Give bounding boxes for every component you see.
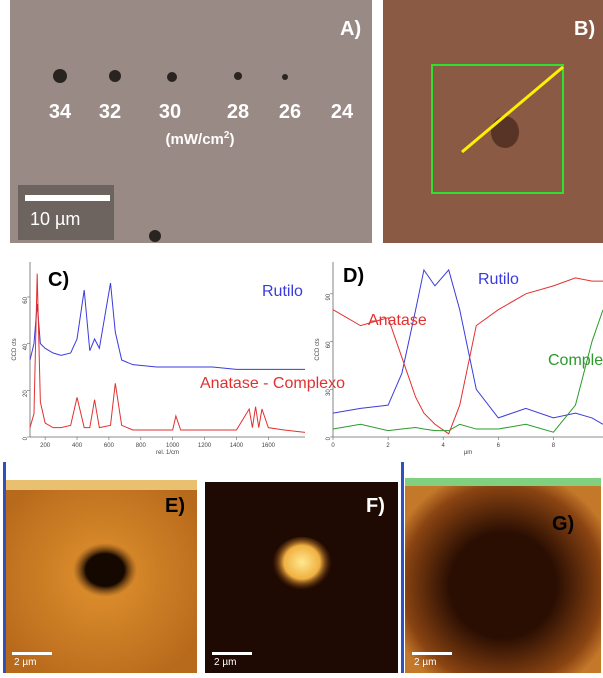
scale-label: 10 µm <box>30 209 80 229</box>
x-tick-label: 2 <box>386 443 390 449</box>
scale-bar <box>25 195 110 201</box>
scale-label: 2 µm <box>214 657 236 668</box>
page: {"panels":{ "a":{"label":"A)","powers":[… <box>0 0 603 673</box>
x-tick-label: 8 <box>552 443 556 449</box>
series-name: Anatase <box>368 312 427 329</box>
power-label: 26 <box>279 101 301 123</box>
y-tick-label: 30 <box>326 389 332 396</box>
y-tick-label: 60 <box>23 296 29 303</box>
x-tick-label: 400 <box>72 443 83 449</box>
x-tick-label: 4 <box>442 443 446 449</box>
x-tick-label: 1600 <box>262 443 276 449</box>
afm-edge <box>405 478 601 486</box>
spot <box>491 116 519 148</box>
panel-label: G) <box>552 513 574 535</box>
y-tick-label: 40 <box>23 343 29 350</box>
panel-label: C) <box>48 269 69 291</box>
micrograph-b <box>383 0 603 243</box>
panel-label: A) <box>340 18 361 40</box>
pit <box>73 543 137 597</box>
afm-edge <box>5 480 197 490</box>
particle <box>272 537 332 593</box>
afm-g <box>405 478 601 673</box>
scale-label: 2 µm <box>14 657 36 668</box>
y-axis-label: CCD cts <box>315 338 321 360</box>
panel-label: E) <box>165 495 185 517</box>
power-label: 24 <box>331 101 354 123</box>
x-tick-label: 1200 <box>198 443 212 449</box>
series-name: Complexo <box>548 352 603 369</box>
scale-bar <box>412 652 452 655</box>
unit-text: (mW/cm <box>166 131 224 148</box>
power-label: 28 <box>227 101 249 123</box>
figure: A) 343230282624 (mW/cm2) 10 µm B) C) D) … <box>0 0 603 673</box>
scale-label: 2 µm <box>414 657 436 668</box>
x-axis-label: rel. 1/cm <box>156 450 179 456</box>
panel-label: D) <box>343 265 364 287</box>
x-tick-label: 800 <box>136 443 147 449</box>
power-label: 32 <box>99 101 121 123</box>
power-label: 34 <box>49 101 72 123</box>
series-name: Anatase - Complexo <box>200 375 345 392</box>
frame <box>3 462 6 673</box>
y-tick-label: 20 <box>23 390 29 397</box>
series-name: Rutilo <box>262 283 303 300</box>
frame <box>401 462 404 673</box>
x-tick-label: 600 <box>104 443 115 449</box>
panel-label: F) <box>366 495 385 517</box>
panel-label: B) <box>574 18 595 40</box>
unit-close: ) <box>229 131 234 148</box>
x-tick-label: 0 <box>331 443 335 449</box>
x-tick-label: 6 <box>497 443 501 449</box>
y-tick-label: 60 <box>326 341 332 348</box>
x-tick-label: 1000 <box>166 443 180 449</box>
scale-bar <box>12 652 52 655</box>
series-name: Rutilo <box>478 271 519 288</box>
x-tick-label: 1400 <box>230 443 244 449</box>
x-tick-label: 200 <box>40 443 51 449</box>
x-axis-label: µm <box>464 450 472 456</box>
y-tick-label: 90 <box>326 293 332 300</box>
power-label: 30 <box>159 101 181 123</box>
y-axis-label: CCD cts <box>12 338 18 360</box>
series-line <box>333 270 603 424</box>
scale-bar <box>212 652 252 655</box>
